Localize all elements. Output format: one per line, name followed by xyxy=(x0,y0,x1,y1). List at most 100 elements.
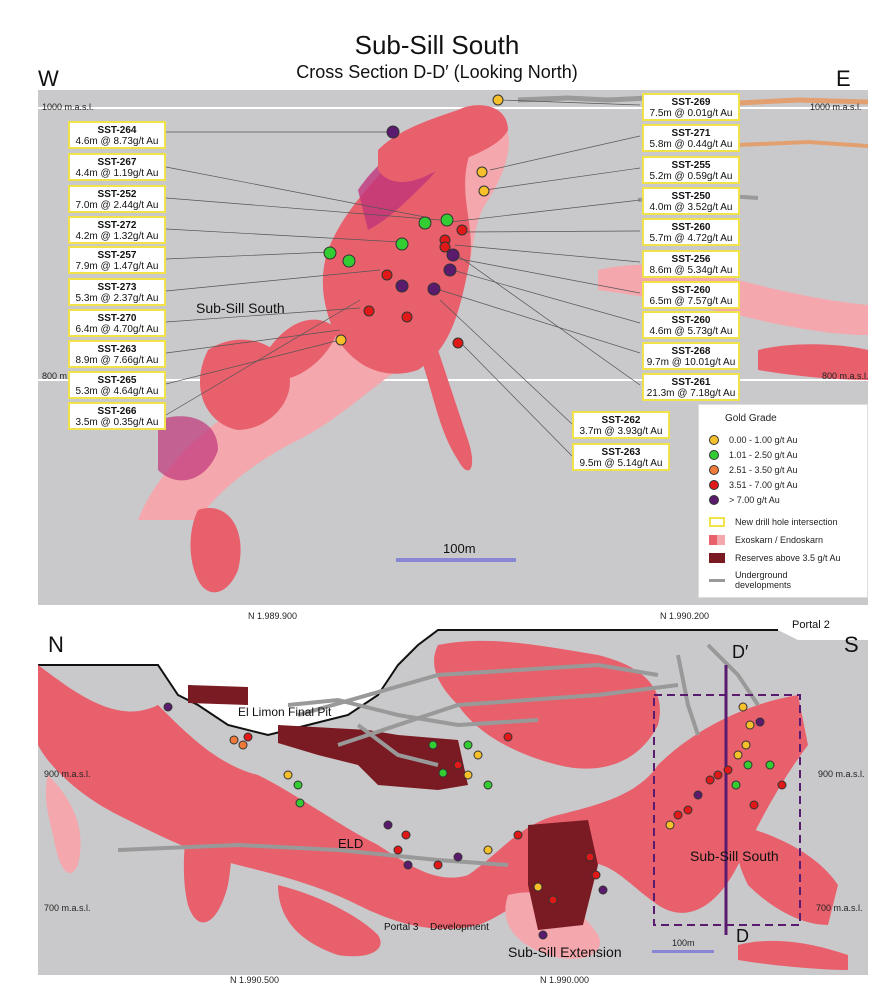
elev-700-left: 700 m.a.s.l. xyxy=(44,903,91,913)
callout-value: 3.5m @ 0.35g/t Au xyxy=(75,417,159,428)
callout-value: 3.7m @ 3.93g/t Au xyxy=(579,426,663,437)
callout-value: 9.5m @ 5.14g/t Au xyxy=(579,458,663,469)
grade-dot-icon xyxy=(709,465,719,475)
eld-label: ELD xyxy=(338,836,364,851)
page-title: Sub-Sill South xyxy=(354,30,520,60)
legend-label: Underground developments xyxy=(735,570,792,590)
sub-sill-south-label: Sub-Sill South xyxy=(690,848,779,864)
grade-dot-icon xyxy=(709,435,719,445)
callout-sst-257: SST-257 7.9m @ 1.47g/t Au xyxy=(68,246,166,274)
elev-900-right: 900 m.a.s.l. xyxy=(818,769,865,779)
callout-sst-270: SST-270 6.4m @ 4.70g/t Au xyxy=(68,309,166,337)
elev-1000-left: 1000 m.a.s.l. xyxy=(42,102,94,112)
callout-value: 5.3m @ 4.64g/t Au xyxy=(75,386,159,397)
callout-sst-261: SST-261 21.3m @ 7.18g/t Au xyxy=(642,373,740,401)
pit-label: El Limon Final Pit xyxy=(238,705,332,719)
callout-sst-268: SST-268 9.7m @ 10.01g/t Au xyxy=(642,342,740,370)
callout-sst-271: SST-271 5.8m @ 0.44g/t Au xyxy=(642,124,740,152)
section-marker-bottom: D xyxy=(736,926,749,946)
callout-sst-273: SST-273 5.3m @ 2.37g/t Au xyxy=(68,278,166,306)
callout-id: SST-272 xyxy=(97,220,137,231)
zone-label-top: Sub-Sill South xyxy=(196,300,285,316)
legend-label: > 7.00 g/t Au xyxy=(729,495,780,505)
legend-label: 3.51 - 7.00 g/t Au xyxy=(729,480,798,490)
callout-value: 8.6m @ 5.34g/t Au xyxy=(649,265,733,276)
callout-id: SST-271 xyxy=(671,128,711,139)
callout-id: SST-263 xyxy=(601,447,641,458)
callout-id: SST-260 xyxy=(671,285,711,296)
legend-underground: Underground developments xyxy=(709,570,805,590)
callout-id: SST-255 xyxy=(671,160,711,171)
callout-id: SST-261 xyxy=(671,377,711,388)
callout-id: SST-265 xyxy=(97,375,137,386)
legend-label: Reserves above 3.5 g/t Au xyxy=(735,553,841,563)
reserves-swatch-icon xyxy=(709,553,725,563)
elev-800-left: 800 m.a.s.l. xyxy=(42,371,89,381)
callout-sst-272: SST-272 4.2m @ 1.32g/t Au xyxy=(68,216,166,244)
callout-id: SST-267 xyxy=(97,157,137,168)
callout-sst-260b: SST-260 6.5m @ 7.57g/t Au xyxy=(642,281,740,309)
callout-id: SST-266 xyxy=(97,406,137,417)
grade-dot-icon xyxy=(709,450,719,460)
legend-reserves: Reserves above 3.5 g/t Au xyxy=(709,553,841,563)
legend-grade-4: 3.51 - 7.00 g/t Au xyxy=(709,480,798,490)
callout-sst-252: SST-252 7.0m @ 2.44g/t Au xyxy=(68,185,166,213)
sub-sill-extension-label: Sub-Sill Extension xyxy=(508,944,622,960)
callout-id: SST-273 xyxy=(97,282,137,293)
callout-value: 5.2m @ 0.59g/t Au xyxy=(649,171,733,182)
grade-dot-icon xyxy=(709,495,719,505)
callout-id: SST-257 xyxy=(97,250,137,261)
grade-dot-icon xyxy=(709,480,719,490)
scale-label-bottom: 100m xyxy=(672,938,695,948)
callout-id: SST-264 xyxy=(97,125,137,136)
development-label: Development xyxy=(430,922,489,933)
new-hole-icon xyxy=(709,517,725,527)
south-label: S xyxy=(844,632,859,657)
legend-label: 0.00 - 1.00 g/t Au xyxy=(729,435,798,445)
callout-sst-269: SST-269 7.5m @ 0.01g/t Au xyxy=(642,93,740,121)
callout-value: 4.2m @ 1.32g/t Au xyxy=(75,231,159,242)
callout-id: SST-270 xyxy=(97,313,137,324)
callout-value: 4.0m @ 3.52g/t Au xyxy=(649,202,733,213)
callout-value: 7.9m @ 1.47g/t Au xyxy=(75,261,159,272)
callout-sst-260a: SST-260 5.7m @ 4.72g/t Au xyxy=(642,218,740,246)
callout-id: SST-260 xyxy=(671,315,711,326)
callout-id: SST-260 xyxy=(671,222,711,233)
callout-sst-262: SST-262 3.7m @ 3.93g/t Au xyxy=(572,411,670,439)
callout-value: 5.8m @ 0.44g/t Au xyxy=(649,139,733,150)
skarn-swatch-icon xyxy=(709,535,725,545)
legend-new-hole: New drill hole intersection xyxy=(709,517,838,527)
elev-700-right: 700 m.a.s.l. xyxy=(816,903,863,913)
scale-bar-top xyxy=(396,558,516,562)
callout-id: SST-268 xyxy=(671,346,711,357)
legend-label: 1.01 - 2.50 g/t Au xyxy=(729,450,798,460)
callout-value: 6.4m @ 4.70g/t Au xyxy=(75,324,159,335)
coord-top-right: N 1.990.200 xyxy=(660,611,710,621)
callout-value: 4.4m @ 1.19g/t Au xyxy=(75,168,159,179)
coord-bottom-right: N 1.990.000 xyxy=(540,975,590,985)
callout-value: 6.5m @ 7.57g/t Au xyxy=(649,296,733,307)
elev-1000-right: 1000 m.a.s.l. xyxy=(810,102,862,112)
legend-grade-5: > 7.00 g/t Au xyxy=(709,495,780,505)
scale-bar-bottom xyxy=(652,950,714,953)
callout-value: 5.3m @ 2.37g/t Au xyxy=(75,293,159,304)
callout-value: 4.6m @ 8.73g/t Au xyxy=(75,136,159,147)
callout-sst-263b: SST-263 9.5m @ 5.14g/t Au xyxy=(572,443,670,471)
callout-id: SST-256 xyxy=(671,254,711,265)
callout-sst-256: SST-256 8.6m @ 5.34g/t Au xyxy=(642,250,740,278)
legend-label: 2.51 - 3.50 g/t Au xyxy=(729,465,798,475)
callout-value: 5.7m @ 4.72g/t Au xyxy=(649,233,733,244)
section-marker-top: D′ xyxy=(732,642,749,662)
north-label: N xyxy=(48,632,64,657)
portal-2-label: Portal 2 xyxy=(792,619,830,631)
callout-value: 7.5m @ 0.01g/t Au xyxy=(649,108,733,119)
legend-label: New drill hole intersection xyxy=(735,517,838,527)
callout-value: 21.3m @ 7.18g/t Au xyxy=(646,388,736,399)
page-subtitle: Cross Section D-D′ (Looking North) xyxy=(296,62,578,82)
callout-value: 8.9m @ 7.66g/t Au xyxy=(75,355,159,366)
scale-label-top: 100m xyxy=(443,541,476,556)
legend-label: Exoskarn / Endoskarn xyxy=(735,535,824,545)
callout-id: SST-269 xyxy=(671,97,711,108)
elev-900-left: 900 m.a.s.l. xyxy=(44,769,91,779)
